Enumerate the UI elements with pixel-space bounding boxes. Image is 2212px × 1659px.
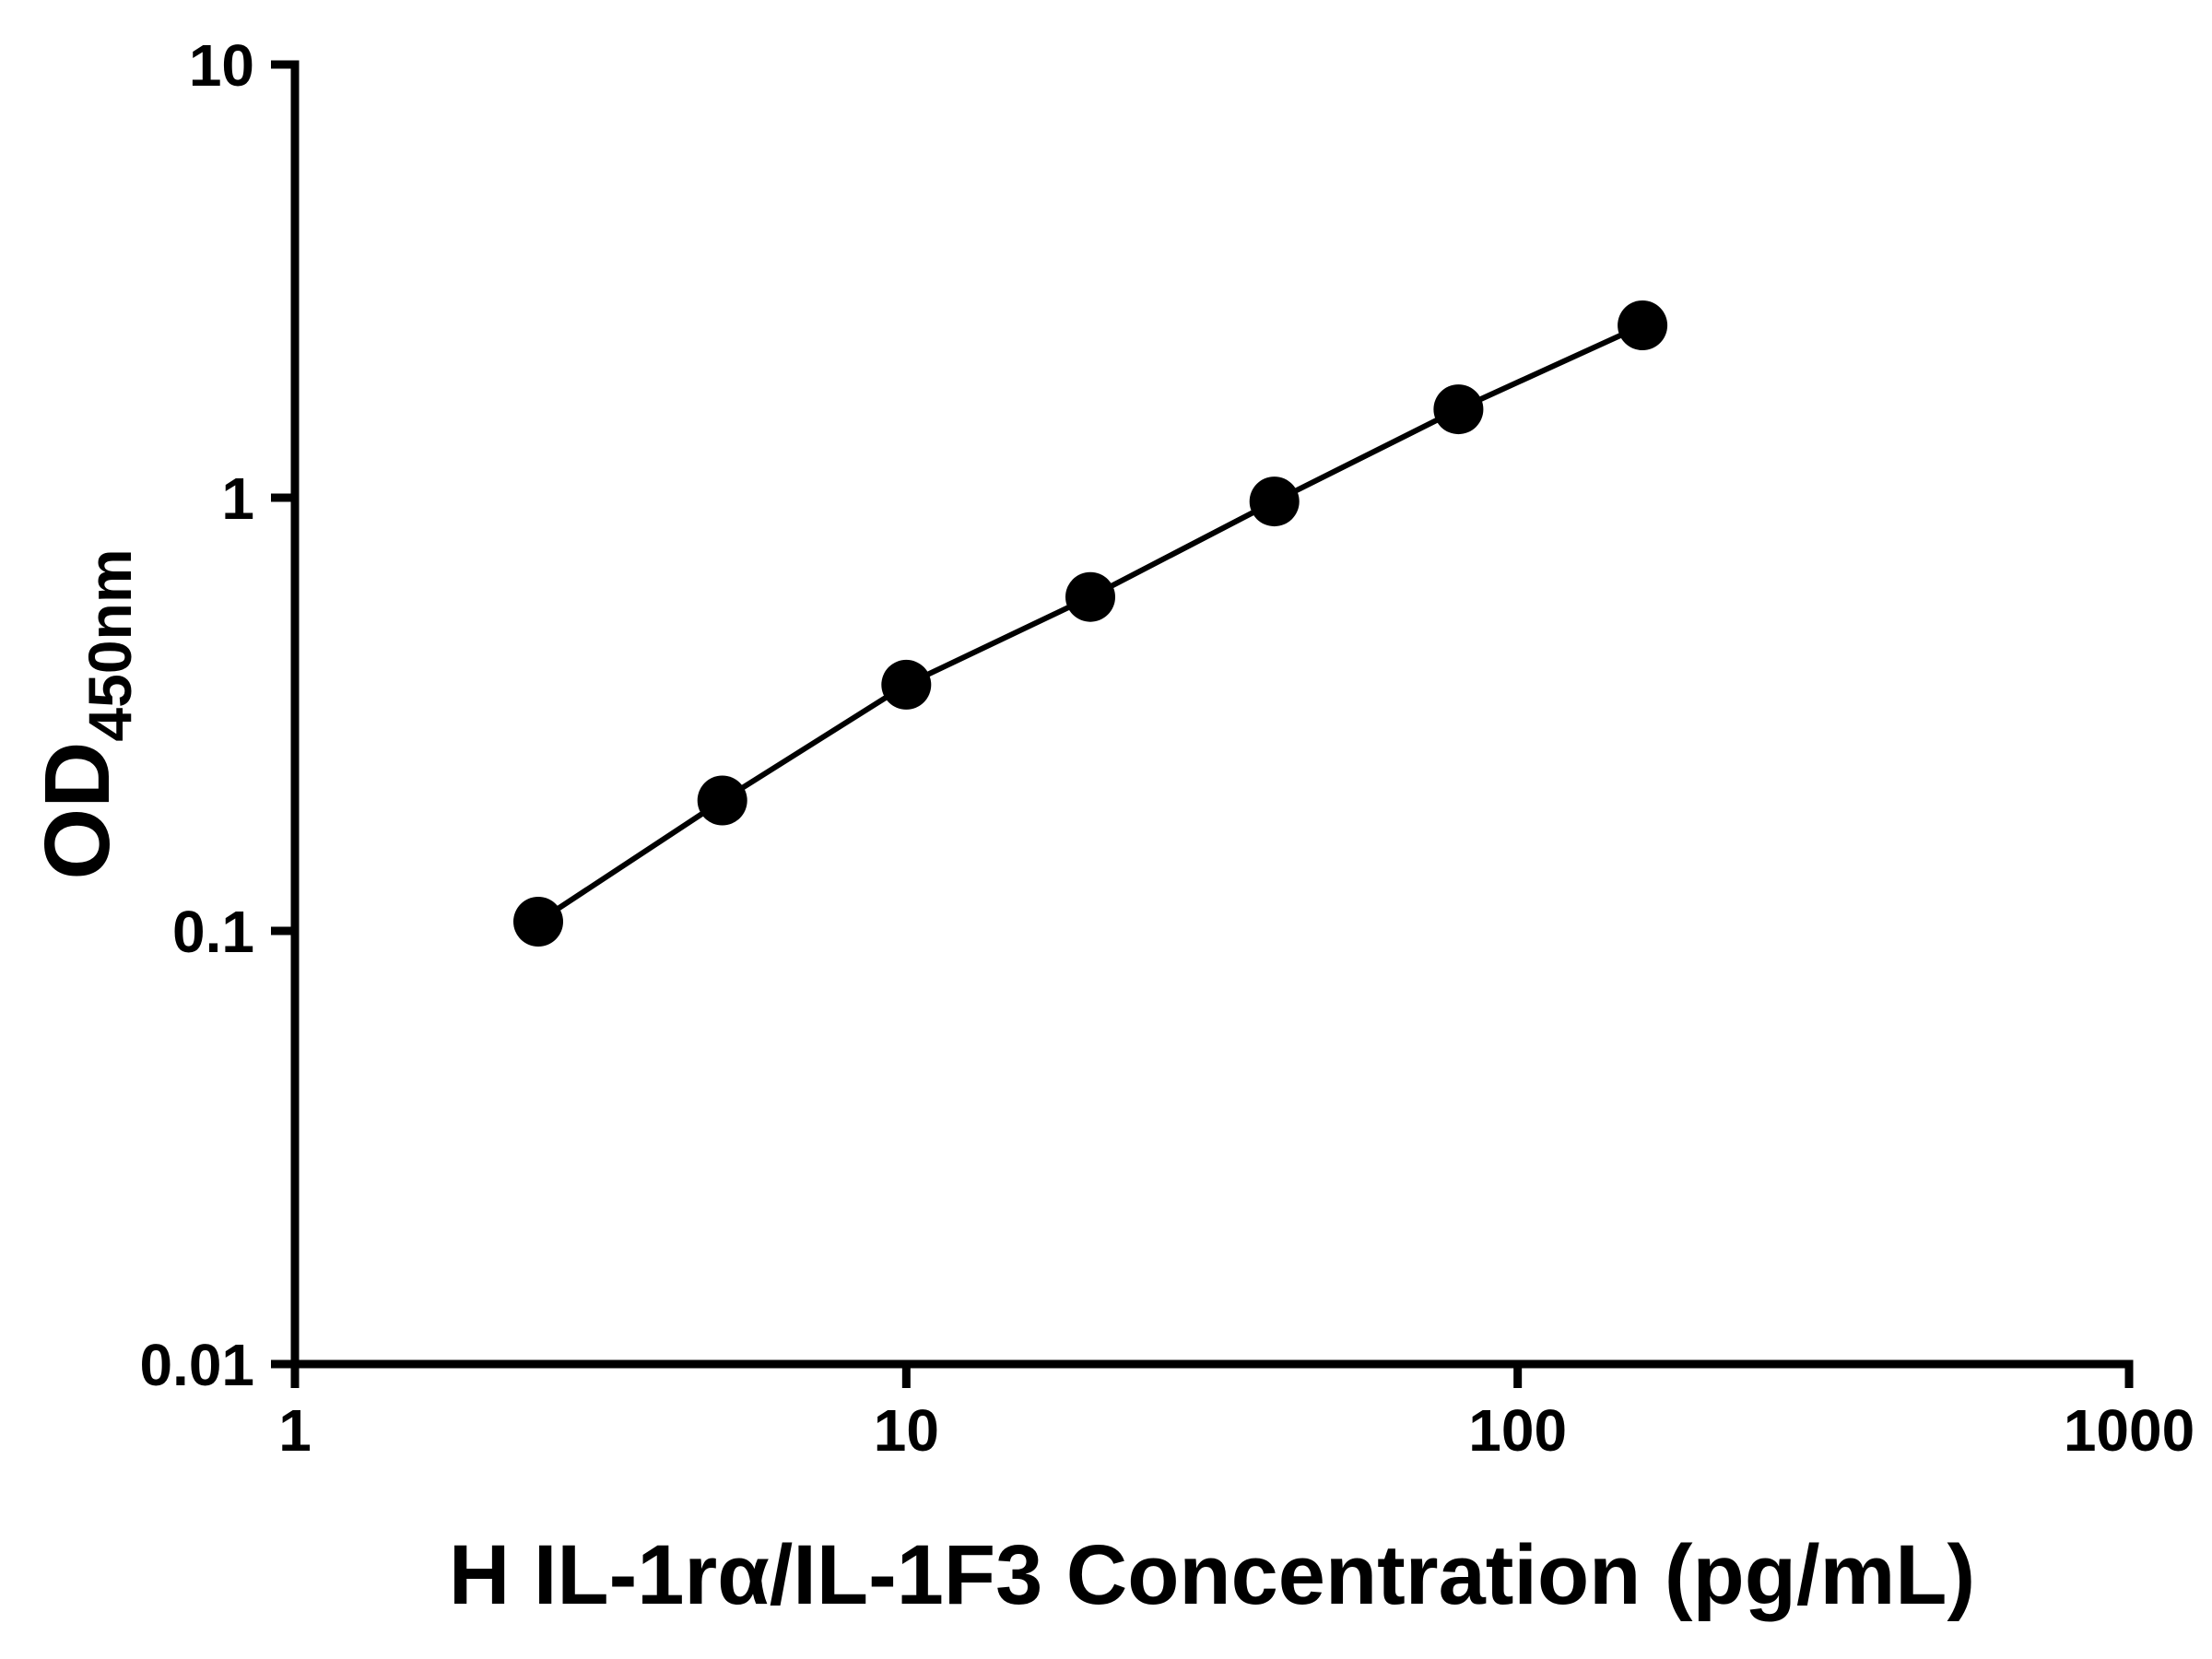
x-tick-label: 1 (278, 1397, 312, 1464)
y-tick-label: 0.1 (172, 899, 254, 965)
data-point (1433, 384, 1484, 435)
data-point (697, 775, 747, 826)
axis-ticks (271, 60, 2134, 1388)
axis-tick-labels: 1 10 100 1000 0.01 0.1 1 10 (139, 32, 2194, 1464)
x-tick-label: 100 (1468, 1397, 1567, 1464)
y-axis-title-subscript: 450nm (76, 548, 144, 741)
data-point (881, 659, 932, 710)
data-point (1249, 477, 1300, 527)
data-point (1065, 571, 1115, 622)
data-points (513, 300, 1668, 947)
data-point (1618, 300, 1668, 350)
y-axis-title: OD450nm (26, 548, 144, 879)
data-point (513, 897, 563, 947)
y-tick-label: 10 (189, 32, 254, 99)
y-tick-label: 1 (221, 465, 254, 532)
x-tick-label: 1000 (2064, 1397, 2194, 1464)
x-tick-label: 10 (874, 1397, 939, 1464)
plot-area: 1 10 100 1000 0.01 0.1 1 10 H IL-1rα/IL-1F3 Con… (26, 32, 2194, 1622)
x-axis-title: H IL-1rα/IL-1F3 Concentration (pg/mL) (449, 1528, 1975, 1622)
y-tick-label: 0.01 (139, 1332, 254, 1398)
y-axis-title-main: OD (26, 742, 129, 880)
